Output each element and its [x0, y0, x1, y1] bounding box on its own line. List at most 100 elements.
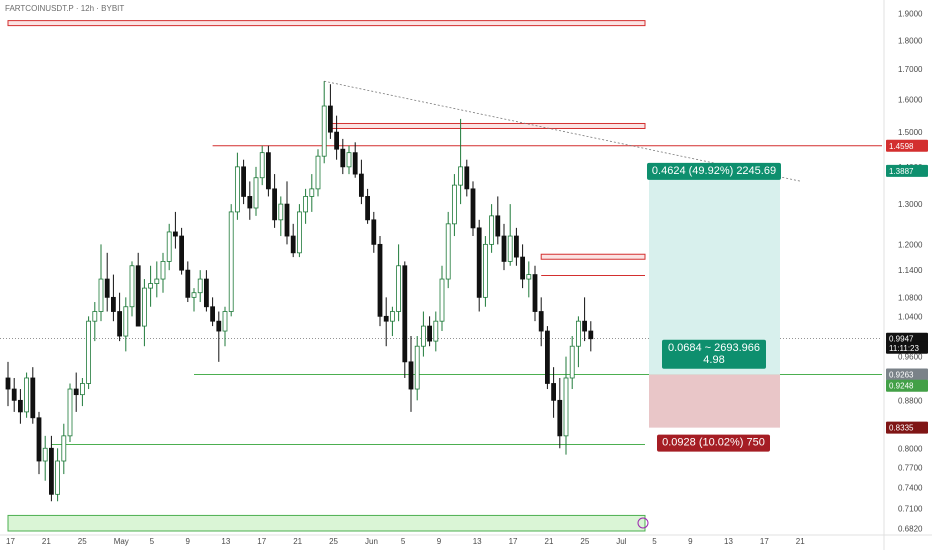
candle-body	[154, 278, 160, 284]
target-label-bg	[647, 162, 781, 180]
candle-body	[389, 311, 395, 322]
candle-body	[42, 447, 48, 462]
price-tick-label: 0.6820	[898, 525, 923, 534]
candle-body	[234, 166, 240, 213]
price-tick-label: 1.0400	[898, 312, 923, 321]
time-tick-label: 5	[652, 537, 657, 546]
candle-body	[315, 155, 321, 190]
trendline	[324, 80, 802, 182]
time-tick-label: 9	[688, 537, 693, 546]
candle-body	[123, 306, 129, 337]
axis-price-label: 1.3887	[889, 167, 914, 176]
candle-body	[129, 265, 135, 308]
candle-body	[179, 235, 185, 271]
price-tick-label: 1.0800	[898, 293, 923, 302]
candle-body	[191, 292, 197, 298]
stop-label: 0.0928 (10.02%) 750	[662, 437, 765, 449]
axis-price-badge	[886, 379, 928, 392]
time-tick-label: 13	[473, 537, 482, 546]
candle-body	[557, 399, 563, 437]
candle-body	[489, 215, 495, 245]
candle-body	[352, 152, 358, 175]
candle-body	[228, 211, 234, 312]
time-tick-label: 13	[724, 537, 733, 546]
candle-body	[92, 311, 98, 322]
candle-body	[458, 166, 464, 186]
candle-body	[451, 184, 457, 225]
time-tick-label: 5	[401, 537, 406, 546]
candle-body	[135, 265, 141, 327]
candle-body	[470, 188, 476, 229]
candle-body	[358, 173, 364, 197]
candle-body	[5, 377, 11, 390]
candle-body	[55, 460, 60, 495]
candle-body	[433, 320, 439, 342]
candle-body	[327, 105, 333, 133]
axis-price-badge	[886, 139, 928, 152]
candle-body	[365, 196, 371, 221]
candle-body	[377, 243, 383, 317]
time-tick-label: 17	[257, 537, 266, 546]
time-tick-label: 17	[6, 537, 15, 546]
candle-body	[11, 388, 17, 401]
axis-price-badge	[886, 368, 928, 381]
support-zone	[7, 514, 646, 532]
axis-price-label: 0.8335	[889, 424, 914, 433]
candle-body	[309, 188, 315, 197]
price-tick-label: 0.7700	[898, 463, 923, 472]
stop-label-bg	[657, 434, 770, 452]
candle-body	[538, 311, 544, 332]
time-tick-label: Jun	[365, 537, 378, 546]
candle-body	[166, 231, 172, 262]
resistance-zone	[540, 253, 646, 260]
time-tick-label: 9	[186, 537, 191, 546]
price-tick-label: 1.2000	[898, 240, 923, 249]
time-tick-label: 5	[150, 537, 155, 546]
time-tick-label: 17	[509, 537, 518, 546]
price-tick-label: 1.8000	[898, 36, 923, 45]
candle-body	[402, 265, 408, 363]
time-tick-label: May	[114, 537, 129, 546]
candle-body	[197, 278, 203, 294]
candle-body	[532, 274, 538, 312]
candle-body	[247, 196, 253, 209]
candle-body	[439, 278, 445, 322]
candle-body	[104, 278, 110, 298]
candle-body	[222, 311, 228, 332]
candle-body	[61, 435, 67, 462]
candle-body	[495, 215, 501, 237]
candle-body	[73, 388, 79, 396]
time-tick-label: 21	[796, 537, 805, 546]
axis-price-label: 1.4598	[889, 142, 914, 151]
axis-price-badge	[886, 164, 928, 177]
candle-body	[216, 320, 222, 332]
candle-body	[278, 203, 284, 221]
time-tick-label: 21	[42, 537, 51, 546]
axis-price-badge	[886, 332, 928, 345]
candle-body	[334, 131, 340, 150]
candle-body	[551, 383, 556, 401]
candle-body	[210, 306, 216, 322]
lightning-icon	[637, 517, 649, 529]
price-tick-label: 0.7400	[898, 483, 923, 492]
axis-price-label: 0.9947	[889, 335, 914, 344]
candle-body	[482, 243, 488, 298]
candle-body	[514, 235, 519, 258]
candle-body	[80, 383, 85, 396]
candle-body	[427, 325, 433, 342]
candle-body	[346, 152, 352, 168]
loss-zone	[649, 374, 780, 428]
candle-body	[272, 188, 278, 221]
price-tick-label: 0.9600	[898, 353, 923, 362]
candle-body	[520, 256, 525, 280]
candle-body	[569, 345, 575, 379]
candle-body	[17, 399, 23, 413]
candle-body	[241, 166, 247, 197]
price-tick-label: 1.6000	[898, 96, 923, 105]
price-tick-label: 0.7100	[898, 504, 923, 513]
time-tick-label: 25	[78, 537, 87, 546]
candle-body	[284, 203, 290, 237]
price-tick-label: 1.7000	[898, 65, 923, 74]
candle-body	[576, 320, 581, 347]
